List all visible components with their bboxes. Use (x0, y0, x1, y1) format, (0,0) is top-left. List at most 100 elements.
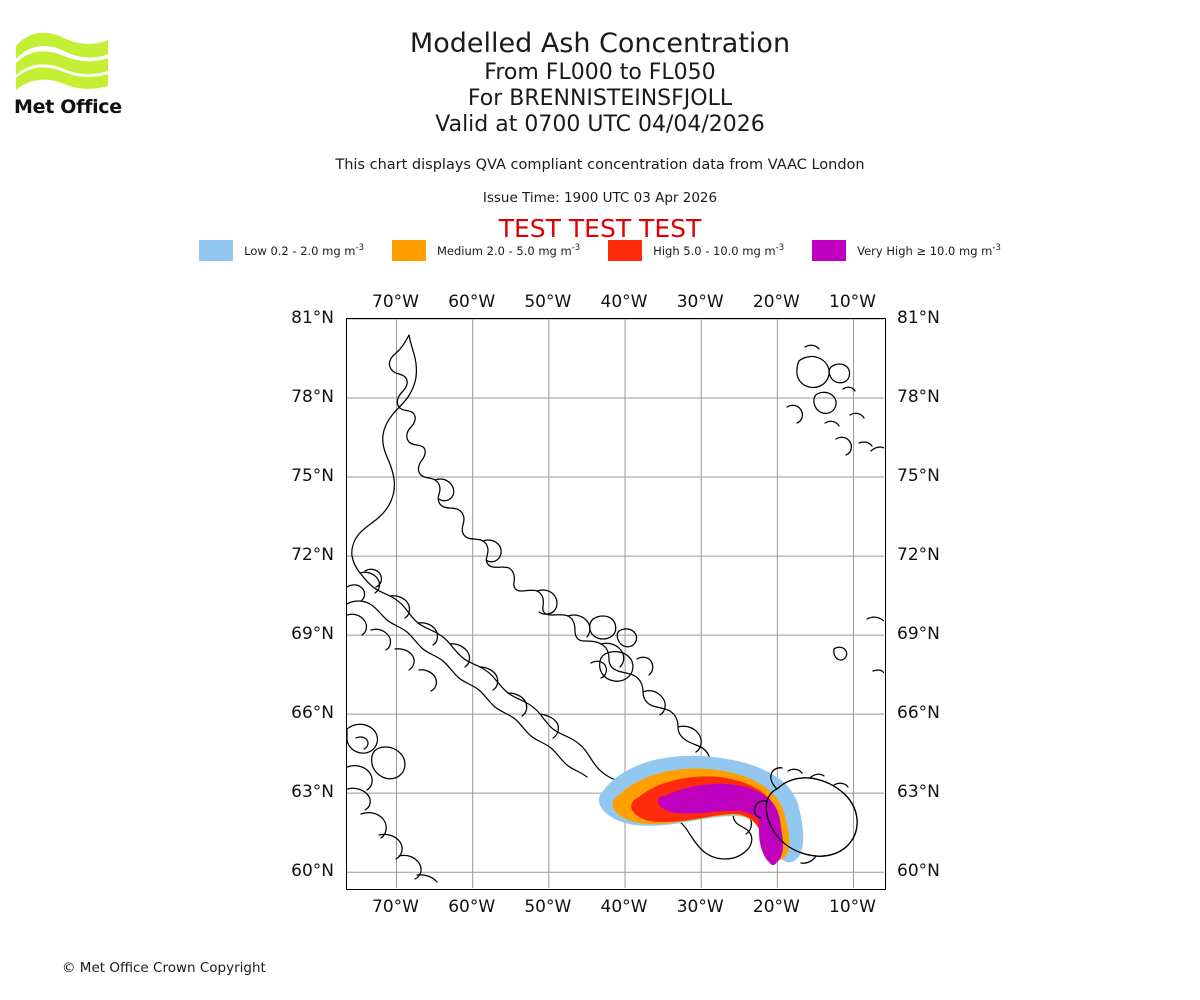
greenland-east-fjord-4 (567, 614, 591, 638)
norway-fragment-2 (872, 669, 884, 674)
svalbard-hopen (835, 436, 852, 456)
svalbard-edgeoya (813, 391, 837, 414)
svalbard-small-3 (824, 420, 840, 427)
scoresby-island-3 (599, 650, 634, 682)
lon-tick-bottom: 50°W (524, 897, 572, 917)
southwest-coast-3 (360, 812, 387, 839)
greenland-east-fjord-3 (536, 589, 558, 615)
baffin-inlet-2 (370, 628, 392, 651)
legend-medium: Medium 2.0 - 5.0 mg m-3 (391, 240, 581, 261)
greenland-west-fjord-7 (539, 713, 559, 739)
lon-tick-top: 20°W (752, 292, 800, 312)
concentration-legend: Low 0.2 - 2.0 mg m-3 Medium 2.0 - 5.0 mg … (0, 240, 1200, 261)
scoresby-island-1 (589, 615, 617, 640)
svalbard-small-2 (804, 344, 820, 350)
lon-tick-top: 10°W (829, 292, 877, 312)
scoresby-island-5 (590, 660, 607, 679)
lat-tick-right: 75°N (897, 466, 940, 487)
iceland-nw-peninsula-overlay (770, 767, 783, 790)
map-canvas (347, 319, 884, 888)
source-core-tail (766, 840, 779, 866)
southwest-island-lake (355, 736, 369, 750)
lat-tick-left: 63°N (291, 782, 334, 803)
baffin-inlet-3 (394, 648, 415, 671)
greenland-east-fjord-6 (642, 690, 666, 716)
arctic-island-2 (364, 568, 382, 588)
iceland-north-fjord-1 (787, 768, 803, 774)
lat-tick-left: 78°N (291, 387, 334, 408)
test-banner: TEST TEST TEST (498, 214, 702, 243)
legend-high-swatch (608, 240, 643, 261)
lon-tick-bottom: 40°W (600, 897, 648, 917)
met-office-logo: Met Office (14, 28, 124, 118)
lon-tick-bottom: 30°W (676, 897, 724, 917)
lat-tick-right: 81°N (897, 308, 940, 328)
svalbard-bjornoya-area (786, 404, 803, 424)
met-office-logo-text: Met Office (14, 96, 122, 118)
lon-tick-top: 40°W (600, 292, 648, 312)
lat-tick-left: 69°N (291, 624, 334, 645)
title-volcano: For BRENNISTEINSFJOLL (467, 86, 733, 111)
legend-very-high-swatch (812, 240, 847, 261)
legend-low: Low 0.2 - 2.0 mg m-3 (199, 240, 364, 261)
lat-tick-right: 72°N (897, 545, 940, 566)
greenland-west-fjord-3 (417, 622, 439, 646)
greenland-west-fjord-2 (389, 595, 411, 619)
legend-low-swatch (199, 240, 234, 261)
baffin-island-coast (347, 600, 588, 778)
lon-tick-bottom: 10°W (829, 897, 877, 917)
norway-fragment-1 (866, 616, 884, 622)
lon-tick-bottom: 20°W (752, 897, 800, 917)
legend-very-high: Very High ≥ 10.0 mg m-3 (812, 240, 1001, 261)
greenland-east-fjord-1 (434, 478, 455, 502)
svalbard-small-4 (849, 412, 865, 419)
issue-time-label: Issue Time: 1900 UTC 03 Apr 2026 (482, 190, 718, 206)
greenland-east-fjord-7 (677, 725, 702, 753)
legend-low-label: Low 0.2 - 2.0 mg m-3 (244, 243, 364, 258)
scoresby-island-4 (636, 656, 654, 676)
arctic-island-1 (347, 584, 366, 602)
lat-tick-left: 60°N (291, 861, 334, 882)
greenland-west-fjord-5 (479, 666, 499, 691)
southwest-island-2 (371, 746, 406, 780)
jan-mayen-island (833, 646, 848, 661)
southwest-coast-5 (398, 854, 422, 880)
page-title: Modelled Ash Concentration (409, 28, 791, 59)
svalbard-small-5 (858, 441, 873, 447)
greenland-west-fjord-4 (449, 643, 471, 668)
southwest-island-1 (347, 723, 379, 754)
baffin-inlet-4 (418, 669, 437, 692)
title-flight-levels: From FL000 to FL050 (484, 60, 716, 85)
southwest-coast-2 (347, 787, 371, 811)
legend-high: High 5.0 - 10.0 mg m-3 (608, 240, 784, 261)
iceland-south-coast-detail (800, 855, 817, 864)
svalbard-nordaustlandet (828, 363, 851, 384)
qva-compliance-note: This chart displays QVA compliant concen… (335, 157, 865, 173)
legend-medium-label: Medium 2.0 - 5.0 mg m-3 (436, 243, 581, 258)
greenland-west-fjord-1 (359, 571, 381, 594)
coastlines (347, 334, 884, 883)
lat-tick-right: 60°N (897, 861, 940, 882)
iceland-outline-overlay (765, 777, 858, 857)
legend-high-label: High 5.0 - 10.0 mg m-3 (653, 243, 785, 258)
map-gridlines (347, 319, 884, 888)
iceland-sw-peninsula-overlay (753, 800, 768, 819)
lon-tick-bottom: 70°W (372, 897, 419, 917)
lon-tick-top: 50°W (524, 292, 572, 312)
ash-plume-contours (598, 755, 804, 866)
lon-tick-top: 30°W (676, 292, 724, 312)
lon-tick-bottom: 60°W (448, 897, 496, 917)
lat-tick-right: 69°N (897, 624, 940, 645)
lat-tick-right: 66°N (897, 703, 940, 724)
svalbard-spitsbergen (796, 355, 830, 389)
lat-tick-left: 66°N (291, 703, 334, 724)
chart-title-block: Modelled Ash Concentration From FL000 to… (0, 28, 1200, 138)
southwest-coast (347, 765, 373, 791)
lat-tick-right: 63°N (897, 782, 940, 803)
lat-tick-right: 78°N (897, 387, 940, 408)
title-valid-time: Valid at 0700 UTC 04/04/2026 (435, 112, 765, 137)
lat-tick-left: 75°N (291, 466, 334, 487)
met-office-wave-mark (16, 32, 108, 90)
svalbard-fragment-1 (870, 446, 884, 452)
legend-medium-swatch (391, 240, 426, 261)
